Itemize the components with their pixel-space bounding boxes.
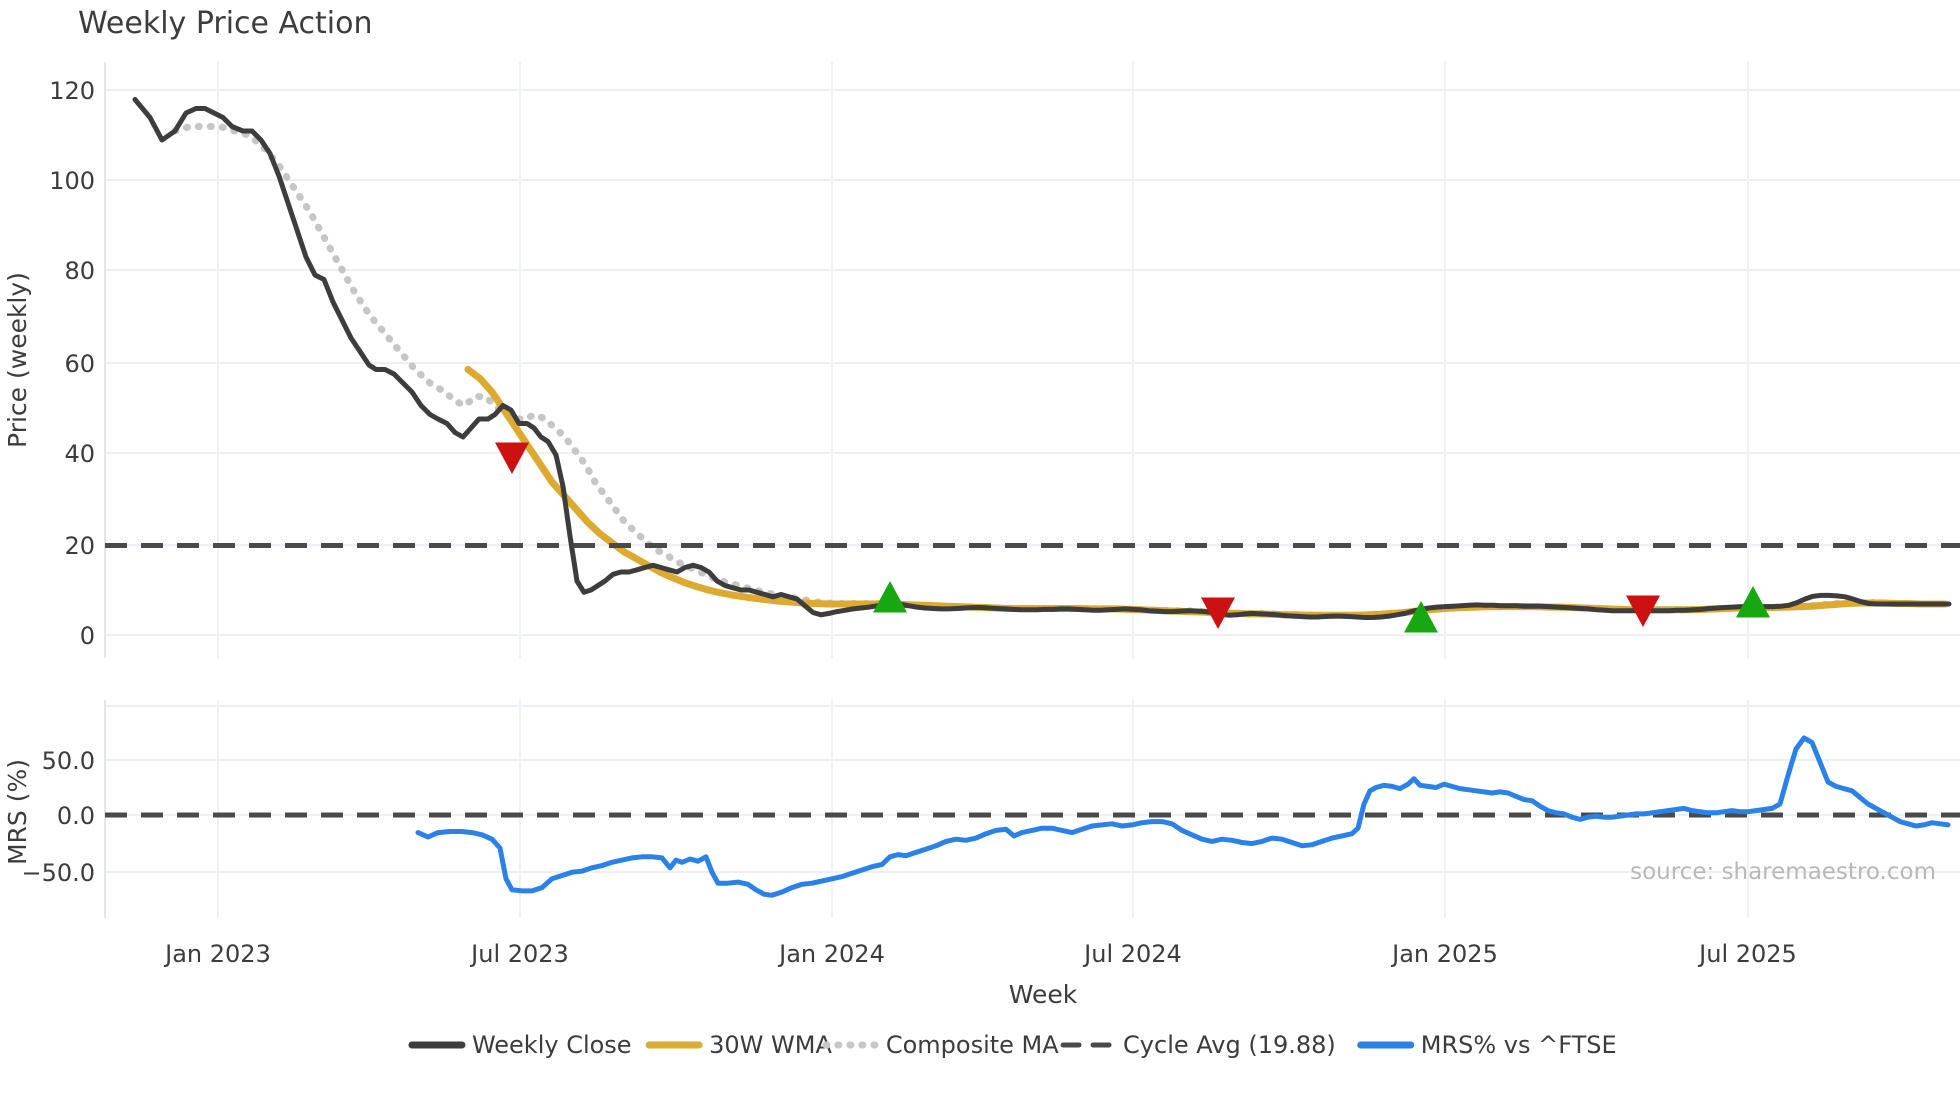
price-y-axis-label: Price (weekly)	[3, 272, 32, 448]
source-watermark: source: sharemaestro.com	[1630, 859, 1936, 885]
sell-signal-marker	[495, 442, 529, 474]
x-axis-label: Week	[1009, 980, 1078, 1009]
svg-text:80: 80	[64, 257, 95, 285]
xtick-jan-2024: Jan 2024	[777, 940, 885, 968]
svg-text:40: 40	[64, 440, 95, 468]
price-panel: 0 20 40 60 80 100 120 Price (weekly)	[3, 62, 1960, 658]
svg-text:0: 0	[80, 622, 95, 650]
mrs-gridlines	[105, 705, 1960, 873]
series-30w-wma	[464, 366, 1948, 619]
buy-signal-marker	[1736, 586, 1770, 618]
svg-text:60: 60	[64, 350, 95, 378]
svg-text:120: 120	[49, 77, 95, 105]
series-composite-ma	[171, 123, 1949, 619]
mrs-panel: −50.0 0.0 50.0 MRS (%) source: sharemaes…	[3, 700, 1960, 918]
svg-text:−50.0: −50.0	[21, 859, 95, 887]
price-gridlines	[105, 89, 1960, 636]
legend-label-mrs-vs-ftse: MRS% vs ^FTSE	[1421, 1031, 1617, 1059]
svg-text:20: 20	[64, 532, 95, 560]
page-title: Weekly Price Action	[78, 6, 373, 41]
price-vgridlines	[217, 62, 1749, 658]
mrs-y-ticklabels: −50.0 0.0 50.0	[21, 747, 95, 887]
x-axis: Jan 2023 Jul 2023 Jan 2024 Jul 2024 Jan …	[163, 940, 1797, 1009]
mrs-vgridlines	[217, 700, 1749, 918]
xtick-jan-2023: Jan 2023	[163, 940, 271, 968]
xtick-jan-2025: Jan 2025	[1390, 940, 1498, 968]
series-weekly-close	[132, 97, 1952, 620]
buy-signal-marker	[873, 581, 907, 613]
series-mrs-pct	[415, 735, 1951, 898]
legend-label-weekly-close: Weekly Close	[472, 1031, 632, 1059]
legend-label-30w-wma: 30W WMA	[709, 1031, 832, 1059]
svg-text:100: 100	[49, 167, 95, 195]
signal-markers	[495, 442, 1770, 633]
xtick-jul-2025: Jul 2025	[1697, 940, 1797, 968]
xtick-jul-2023: Jul 2023	[469, 940, 569, 968]
svg-text:0.0: 0.0	[57, 802, 95, 830]
xtick-jul-2024: Jul 2024	[1082, 940, 1182, 968]
buy-signal-marker	[1404, 601, 1438, 633]
legend-label-cycle-avg-19-88: Cycle Avg (19.88)	[1123, 1031, 1336, 1059]
svg-text:50.0: 50.0	[42, 747, 95, 775]
sell-signal-marker	[1201, 597, 1235, 629]
sell-signal-marker	[1626, 595, 1660, 627]
price-y-ticklabels: 0 20 40 60 80 100 120	[49, 77, 95, 650]
mrs-y-axis-label: MRS (%)	[3, 759, 32, 865]
chart-legend: Weekly Close 30W WMA Composite MA Cycle Avg…	[408, 1031, 1617, 1059]
legend-label-composite-ma: Composite MA	[886, 1031, 1059, 1059]
